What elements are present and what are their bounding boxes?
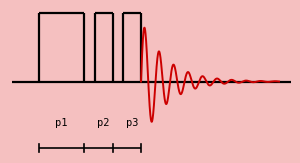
- Text: p1: p1: [55, 118, 68, 128]
- Text: p2: p2: [97, 118, 110, 128]
- Text: p3: p3: [126, 118, 138, 128]
